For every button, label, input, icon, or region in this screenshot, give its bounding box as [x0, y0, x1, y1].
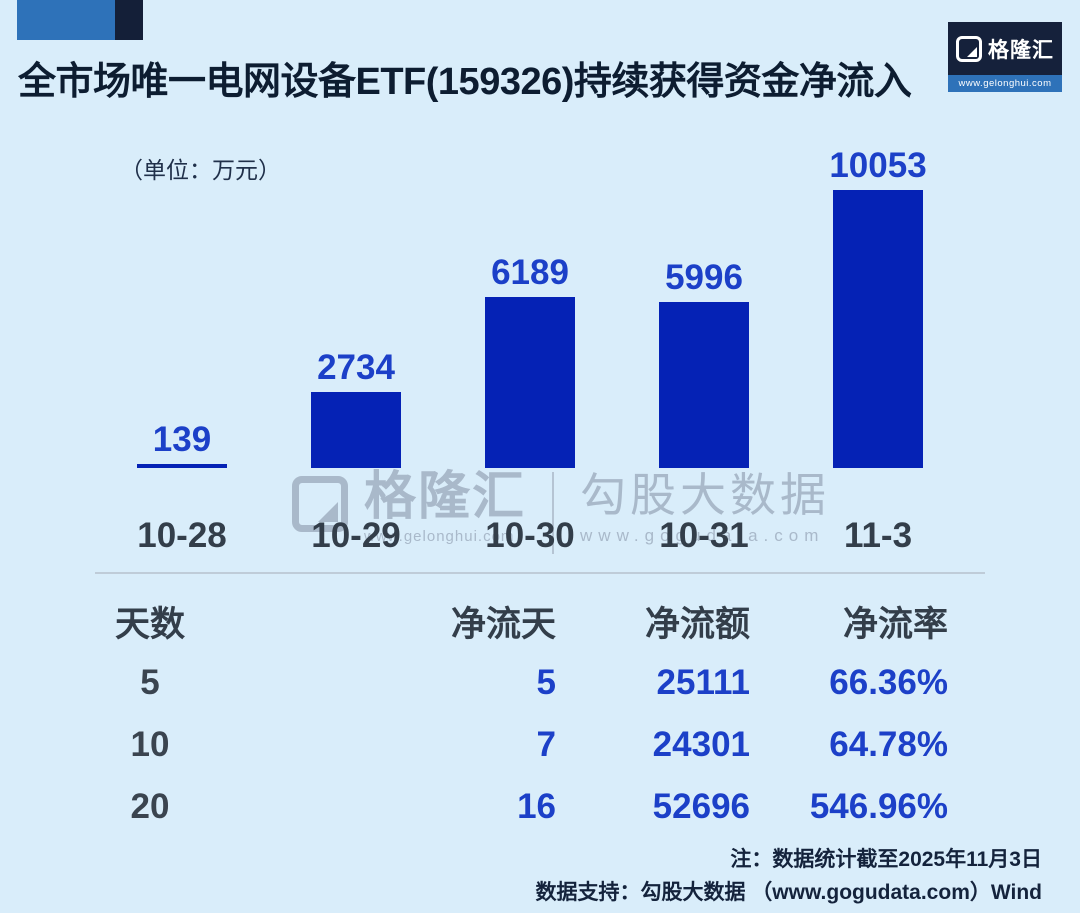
gelonghui-logo-text: 格隆汇 — [988, 38, 1054, 62]
table-cell: 25111 — [656, 663, 750, 702]
flow-table: 天数 净流天 净流额 净流率 5 5 25111 66.36% 10 7 24301 64.78% 20… — [95, 590, 955, 838]
bar — [485, 297, 575, 468]
table-cell: 546.96% — [809, 787, 948, 826]
table-cell: 66.36% — [829, 663, 948, 702]
table-cell: 52696 — [652, 787, 750, 826]
table-row: 5 5 25111 66.36% — [95, 652, 955, 714]
table-row: 10 7 24301 64.78% — [95, 714, 955, 776]
bar — [311, 392, 401, 468]
watermark-partner: 勾股大数据 — [580, 469, 831, 521]
footnote-date: 注：数据统计截至2025年11月3日 — [730, 848, 1042, 871]
gelonghui-logo: 格隆汇 www.gelonghui.com — [948, 22, 1062, 92]
table-cell: 24301 — [652, 725, 750, 764]
table-header-cell: 天数 — [114, 604, 185, 644]
gelonghui-logo-main: 格隆汇 — [948, 22, 1062, 75]
bar-value-label: 6189 — [491, 253, 569, 292]
x-axis-label: 10-30 — [485, 516, 575, 555]
bar — [833, 190, 923, 468]
footnote-source: 数据支持：勾股大数据 （www.gogudata.com）Wind — [535, 881, 1042, 904]
watermark-divider — [552, 472, 555, 554]
watermark-brand-url: www.gelonghui.com — [364, 528, 515, 545]
bar-value-label: 10053 — [829, 146, 927, 185]
chart-unit-label: （单位：万元） — [120, 157, 281, 183]
table-header-cell: 净流额 — [644, 604, 750, 644]
bar-value-label: 139 — [152, 420, 212, 459]
table-cell: 5 — [536, 663, 556, 702]
table-divider-line — [95, 572, 985, 574]
watermark-g-icon — [292, 476, 348, 532]
table-header-cell: 净流率 — [842, 604, 948, 644]
x-axis-label: 10-31 — [659, 516, 749, 555]
bar-value-label: 5996 — [665, 258, 743, 297]
table-cell: 7 — [536, 725, 556, 764]
x-axis-label: 10-29 — [311, 516, 401, 555]
watermark-partner-url: www.gogudata.com — [580, 526, 825, 545]
bar — [659, 302, 749, 468]
table-header-row: 天数 净流天 净流额 净流率 — [95, 590, 955, 652]
x-axis-label: 11-3 — [843, 516, 913, 555]
bar — [137, 464, 227, 468]
table-cell: 20 — [130, 787, 170, 826]
page-title: 全市场唯一电网设备ETF(159326)持续获得资金净流入 — [18, 61, 912, 103]
table-row: 20 16 52696 546.96% — [95, 776, 955, 838]
table-cell: 5 — [140, 663, 160, 702]
x-axis-label: 10-28 — [137, 516, 227, 555]
watermark: 格隆汇 www.gelonghui.com 勾股大数据 www.gogudata… — [292, 468, 830, 560]
table-cell: 16 — [517, 787, 556, 826]
watermark-brand: 格隆汇 — [364, 468, 527, 526]
gelonghui-logo-url: www.gelonghui.com — [948, 75, 1062, 92]
table-cell: 64.78% — [829, 725, 948, 764]
header-decoration-navy — [115, 0, 143, 40]
header-decoration-blue — [17, 0, 115, 40]
table-cell: 10 — [130, 725, 170, 764]
table-header-cell: 净流天 — [450, 604, 556, 644]
bar-value-label: 2734 — [317, 348, 395, 387]
gelonghui-g-icon — [956, 35, 982, 62]
